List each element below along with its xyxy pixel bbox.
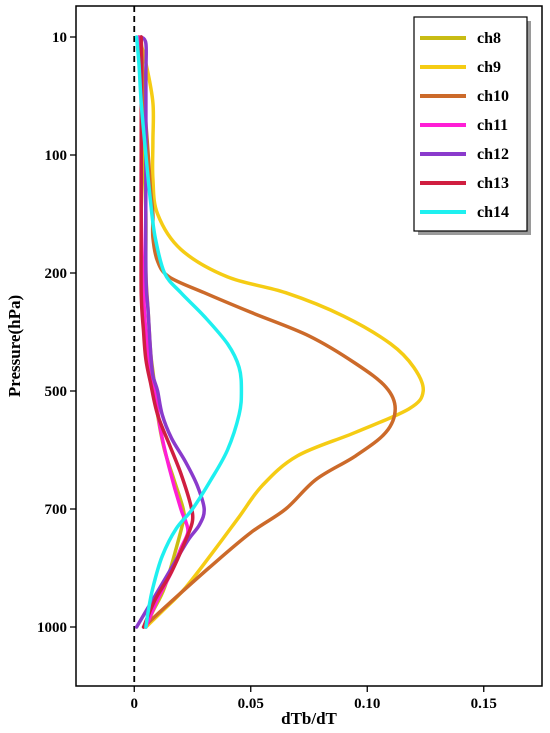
x-tick-label: 0: [131, 696, 139, 712]
x-axis-ticks: 0 0.05 0.10 0.15: [131, 686, 497, 712]
x-tick-label: 0.05: [238, 696, 264, 712]
y-tick-label: 700: [45, 502, 68, 518]
y-tick-label: 200: [45, 266, 68, 282]
legend: ch8 ch9 ch10 ch11 ch12 ch13 ch14: [413, 16, 531, 235]
plot-frame: [75, 5, 543, 687]
legend-label-ch12: ch12: [477, 146, 509, 163]
legend-label-ch11: ch11: [477, 117, 508, 134]
y-tick-label: 100: [45, 148, 68, 164]
x-tick-label: 0.15: [471, 696, 497, 712]
legend-label-ch14: ch14: [477, 204, 509, 221]
legend-label-ch13: ch13: [477, 175, 509, 192]
x-tick-label: 0.10: [354, 696, 380, 712]
series-line-ch13: [139, 35, 195, 629]
series-line-ch9: [137, 35, 425, 629]
series-layer: [134, 35, 425, 629]
y-axis-label: Pressure(hPa): [5, 295, 24, 397]
legend-label-ch9: ch9: [477, 59, 501, 76]
series-line-ch14: [134, 35, 244, 629]
legend-label-ch10: ch10: [477, 88, 509, 105]
y-tick-label: 500: [45, 384, 68, 400]
y-tick-label: 10: [52, 30, 67, 46]
y-tick-label: 1000: [37, 620, 67, 636]
x-axis-label: dTb/dT: [281, 709, 337, 728]
y-axis-ticks: 10 100 200 500 700 1000: [37, 30, 76, 636]
legend-label-ch8: ch8: [477, 30, 501, 47]
